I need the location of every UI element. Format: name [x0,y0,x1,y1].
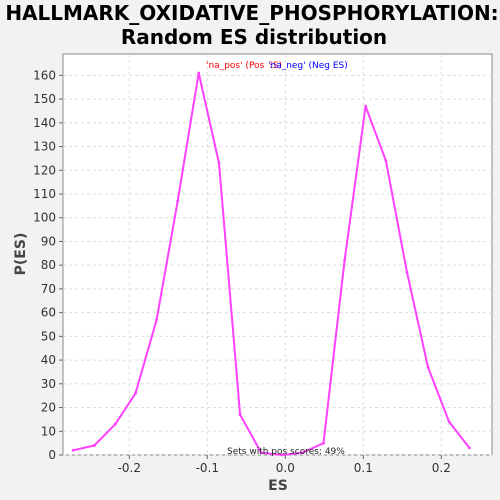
data-point [426,365,430,369]
chart-title: HALLMARK_OXIDATIVE_PHOSPHORYLATION: [5,1,498,25]
data-point [134,391,137,395]
data-point [280,453,284,457]
x-tick-label: 0.2 [432,461,451,475]
data-point [467,446,471,450]
x-axis-label: ES [268,478,288,494]
y-tick-label: 80 [41,258,56,272]
y-tick-label: 40 [41,353,56,367]
data-point [155,318,159,322]
data-point [364,104,368,108]
series-layer [71,71,471,457]
y-tick-label: 20 [41,401,56,415]
y-tick-label: 90 [41,234,56,248]
data-point [259,451,263,455]
data-point [217,161,221,165]
y-tick-label: 50 [41,329,56,343]
legend-overlap-mask [268,59,270,71]
y-tick-label: 70 [41,282,56,296]
x-tick-label: -0.1 [196,461,219,475]
legend-item-neg: 'na_neg' (Neg ES) [268,61,348,71]
y-tick-label: 140 [33,116,56,130]
data-point [322,441,325,445]
legend-item-pos: 'na_pos' (Pos ES) [206,61,282,71]
y-tick-label: 100 [33,211,56,225]
x-tick-label: -0.2 [118,461,141,475]
y-tick-label: 130 [33,140,56,154]
y-tick-label: 30 [41,377,56,391]
data-point [384,159,388,163]
y-tick-label: 120 [33,163,56,177]
pos-scores-annotation: Sets with pos scores: 49% [227,447,345,457]
y-tick-label: 10 [41,424,56,438]
y-tick-label: 0 [48,448,56,462]
data-point [176,199,180,203]
data-point [113,422,117,426]
y-axis-label: P(ES) [13,233,29,276]
x-tick-label: 0.0 [276,461,295,475]
x-tick-label: 0.1 [354,461,373,475]
y-tick-label: 110 [33,187,56,201]
data-point [71,448,75,452]
axes: 0 10 20 30 40 50 60 70 80 90 100 110 120 130 140 150 160… [33,68,451,475]
data-point [238,413,242,417]
chart-subtitle: Random ES distribution [121,25,387,49]
series-line-2 [72,72,471,456]
data-point [197,71,201,75]
y-tick-label: 150 [33,92,56,106]
data-point [301,451,304,455]
y-tick-label: 60 [41,306,56,320]
data-point [447,420,451,424]
data-point [405,270,409,274]
data-point [343,259,346,262]
plot-area [62,53,493,456]
data-point [92,444,96,447]
y-tick-label: 160 [33,68,56,82]
